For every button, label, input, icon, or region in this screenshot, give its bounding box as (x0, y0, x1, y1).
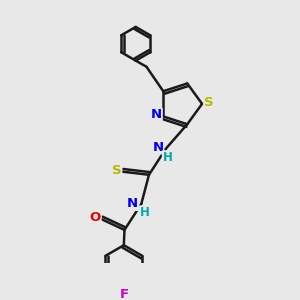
Text: N: N (153, 141, 164, 154)
Text: S: S (204, 96, 214, 109)
Text: N: N (151, 108, 162, 122)
Text: H: H (162, 151, 172, 164)
Text: N: N (127, 197, 138, 210)
Text: S: S (112, 164, 122, 177)
Text: F: F (119, 288, 128, 300)
Text: H: H (140, 206, 149, 219)
Text: O: O (90, 211, 101, 224)
